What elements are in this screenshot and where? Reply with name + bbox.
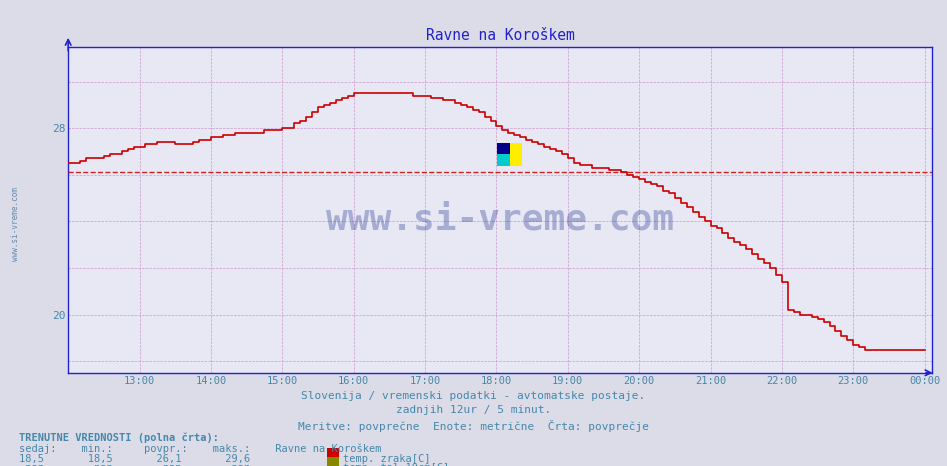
Title: Ravne na Koroškem: Ravne na Koroškem [425, 27, 575, 43]
Bar [497, 143, 522, 166]
Text: www.si-vreme.com: www.si-vreme.com [326, 203, 674, 236]
Text: temp. zraka[C]: temp. zraka[C] [343, 454, 430, 464]
Text: sedaj:    min.:     povpr.:    maks.:    Ravne na Koroškem: sedaj: min.: povpr.: maks.: Ravne na Kor… [19, 444, 382, 454]
Text: TRENUTNE VREDNOSTI (polna črta):: TRENUTNE VREDNOSTI (polna črta): [19, 432, 219, 443]
Text: www.si-vreme.com: www.si-vreme.com [11, 187, 21, 260]
Text: -nan       -nan       -nan       -nan: -nan -nan -nan -nan [19, 463, 250, 466]
Text: 18,5       18,5       26,1       29,6: 18,5 18,5 26,1 29,6 [19, 454, 250, 464]
Text: temp. tal 10cm[C]: temp. tal 10cm[C] [343, 463, 449, 466]
Text: zadnjih 12ur / 5 minut.: zadnjih 12ur / 5 minut. [396, 405, 551, 415]
Text: Meritve: povprečne  Enote: metrične  Črta: povprečje: Meritve: povprečne Enote: metrične Črta:… [298, 420, 649, 432]
Bar [497, 143, 509, 154]
Bar [497, 154, 509, 166]
Text: Slovenija / vremenski podatki - avtomatske postaje.: Slovenija / vremenski podatki - avtomats… [301, 391, 646, 400]
